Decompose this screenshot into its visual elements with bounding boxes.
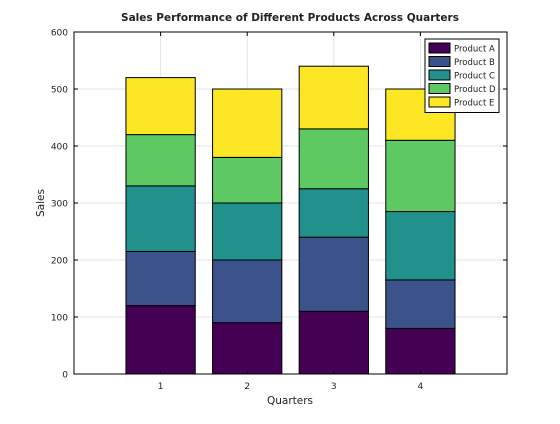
bar-segment: [298, 188, 369, 238]
bar-segment: [212, 322, 283, 375]
y-tick-label: 100: [51, 314, 68, 324]
x-tick-label: 2: [244, 382, 250, 392]
bar-segment: [212, 156, 283, 204]
bar-segment: [212, 202, 283, 261]
legend-swatch: [428, 56, 451, 67]
bar-segment: [298, 128, 369, 190]
y-tick-label: 400: [51, 143, 68, 153]
x-axis-label: Quarters: [267, 395, 313, 407]
bar-segment: [298, 236, 369, 312]
bar-segment: [385, 327, 456, 375]
bar-segment: [125, 134, 196, 187]
bar-segment: [298, 65, 369, 130]
y-tick-label: 600: [51, 29, 68, 39]
y-tick-label: 500: [51, 86, 68, 96]
y-axis-label: Sales: [35, 189, 47, 217]
bars-group: [125, 65, 456, 375]
bar-segment: [212, 88, 283, 158]
bar-segment: [212, 259, 283, 324]
axis-ticks: 0 100 200 300 400 500 600 1 2 3 4: [51, 29, 507, 392]
bar-segment: [125, 185, 196, 252]
bar-segment: [385, 211, 456, 281]
x-tick-label: 3: [331, 382, 337, 392]
legend-swatch: [428, 96, 451, 108]
chart-title: Sales Performance of Different Products …: [121, 12, 459, 24]
legend-label: Product E: [454, 99, 494, 109]
bar-segment: [385, 279, 456, 329]
legend-swatch: [428, 42, 451, 54]
legend: Product A Product B Product C Product D Prod…: [424, 38, 500, 113]
legend-label: Product B: [454, 58, 495, 68]
legend-label: Product D: [454, 85, 496, 95]
legend-swatch: [428, 83, 451, 94]
bar-segment: [125, 250, 196, 307]
bar-segment: [125, 305, 196, 375]
bar-segment: [385, 139, 456, 213]
y-tick-label: 200: [51, 257, 68, 267]
legend-label: Product A: [454, 45, 495, 55]
bar-segment: [298, 310, 369, 375]
bar-segment: [125, 77, 196, 136]
legend-swatch: [428, 69, 451, 81]
y-tick-label: 300: [51, 200, 68, 210]
y-tick-label: 0: [62, 371, 68, 381]
legend-label: Product C: [454, 72, 495, 82]
x-tick-label: 4: [418, 382, 424, 392]
x-tick-label: 1: [158, 382, 164, 392]
